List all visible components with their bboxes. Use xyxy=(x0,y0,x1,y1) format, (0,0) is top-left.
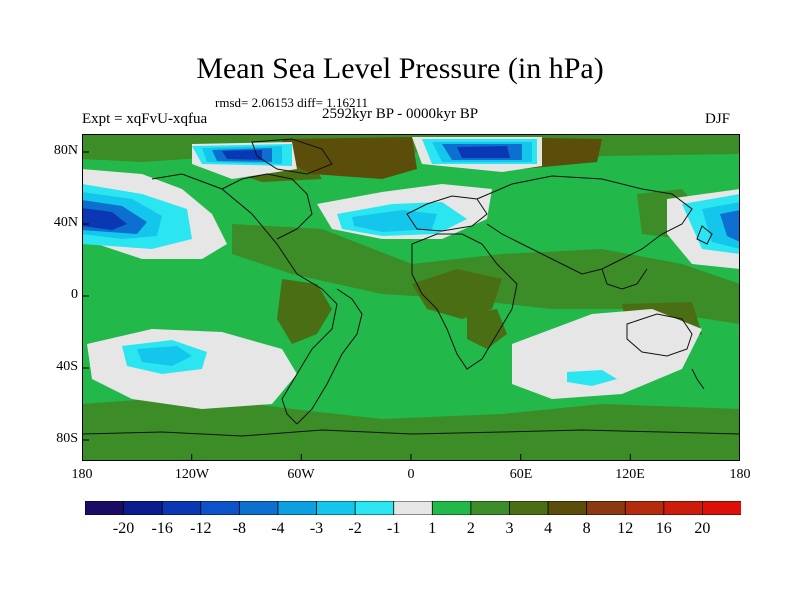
y-tick-40s: 40S xyxy=(56,359,78,374)
y-tick-40n: 40N xyxy=(53,215,78,230)
colorbar-label: 3 xyxy=(505,520,514,537)
colorbar-swatch xyxy=(123,501,164,515)
x-tick-0: 0 xyxy=(407,467,415,482)
colorbar-label: 8 xyxy=(582,520,591,537)
colorbar-swatch xyxy=(702,501,741,515)
plot-title: Mean Sea Level Pressure (in hPa) xyxy=(196,52,604,85)
x-tick-180w: 180 xyxy=(71,467,93,482)
colorbar-swatch xyxy=(277,501,318,515)
colorbar xyxy=(85,501,741,515)
colorbar-swatch xyxy=(470,501,511,515)
colorbar-label: -4 xyxy=(271,520,285,537)
colorbar-label: -16 xyxy=(151,520,173,537)
colorbar-label: -12 xyxy=(190,520,212,537)
axis-ticks xyxy=(82,151,740,461)
colorbar-swatch xyxy=(509,501,549,515)
colorbar-swatch xyxy=(238,501,279,515)
season-label: DJF xyxy=(705,111,731,127)
pressure-map xyxy=(82,134,740,461)
colorbar-swatch xyxy=(663,501,704,515)
colorbar-label: 16 xyxy=(655,520,672,537)
colorbar-label: -20 xyxy=(112,520,135,537)
colorbar-swatch xyxy=(547,501,588,515)
colorbar-swatch xyxy=(354,501,395,515)
colorbar-label: -2 xyxy=(348,520,362,537)
x-tick-60e: 60E xyxy=(509,467,533,482)
colorbar-swatch xyxy=(431,501,472,515)
colorbar-swatch xyxy=(200,501,241,515)
colorbar-label: 1 xyxy=(428,520,437,537)
x-tick-180e: 180 xyxy=(729,467,751,482)
y-tick-80n: 80N xyxy=(53,143,78,158)
y-tick-0: 0 xyxy=(71,287,78,302)
stats-text: rmsd= 2.06153 diff= 1.16211 xyxy=(215,95,368,110)
colorbar-label: 20 xyxy=(694,520,711,537)
deep-blue-regions xyxy=(82,146,510,230)
colorbar-swatch xyxy=(316,501,357,515)
colorbar-label: 12 xyxy=(617,520,634,537)
colorbar-label: -1 xyxy=(387,520,401,537)
colorbar-swatch xyxy=(393,501,434,515)
experiment-label: Expt = xqFvU-xqfua xyxy=(82,111,208,127)
period-text: 2592kyr BP - 0000kyr BP xyxy=(322,106,479,122)
colorbar-swatch xyxy=(586,501,627,515)
colorbar-swatch xyxy=(624,501,665,515)
x-tick-60w: 60W xyxy=(287,467,315,482)
colorbar-label: -8 xyxy=(232,520,247,537)
x-tick-120e: 120E xyxy=(615,467,645,482)
y-tick-80s: 80S xyxy=(56,431,78,446)
colorbar-swatch xyxy=(161,501,202,515)
x-tick-120w: 120W xyxy=(174,467,210,482)
colorbar-label: 2 xyxy=(466,520,475,537)
colorbar-label: -3 xyxy=(309,520,324,537)
colorbar-swatch xyxy=(85,501,125,515)
colorbar-label: 4 xyxy=(544,520,553,537)
coastlines xyxy=(82,138,740,437)
